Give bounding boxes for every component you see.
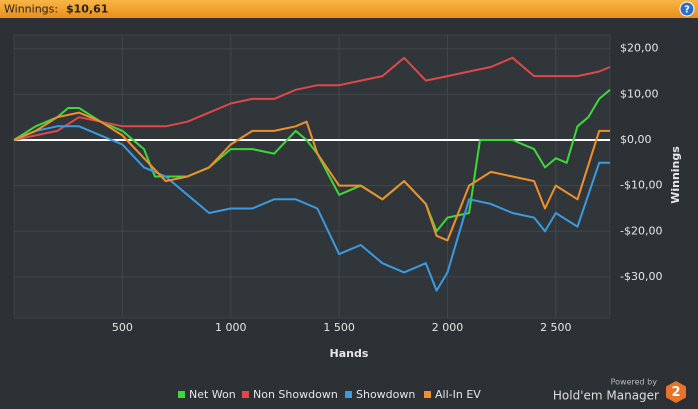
y-tick-label: -$30,00 <box>620 270 662 283</box>
x-tick-label: 1 000 <box>215 321 247 334</box>
series-line <box>13 111 610 242</box>
y-tick-label: -$10,00 <box>620 179 662 192</box>
legend-label: All-In EV <box>435 388 481 401</box>
title-value: $10,61 <box>66 3 108 16</box>
brand-badge-text: 2 <box>671 385 680 400</box>
help-button[interactable] <box>679 1 695 17</box>
series-line <box>13 56 611 141</box>
y-tick-label: $10,00 <box>620 87 659 100</box>
x-tick-label: 2 000 <box>432 321 464 334</box>
legend-swatch <box>424 391 431 398</box>
legend-swatch <box>242 391 249 398</box>
y-tick-label: -$20,00 <box>620 224 662 237</box>
x-axis-title: Hands <box>330 347 369 360</box>
x-tick-label: 500 <box>112 321 133 334</box>
powered-by: Powered by <box>611 378 658 387</box>
legend-label: Non Showdown <box>253 388 338 401</box>
title-label: Winnings: <box>4 3 58 16</box>
y-axis-title: Winnings <box>669 146 682 204</box>
series-line <box>13 89 611 233</box>
title-bar <box>0 0 698 18</box>
legend-swatch <box>345 391 352 398</box>
legend-label: Net Won <box>189 388 236 401</box>
brand-name: Hold'em Manager <box>553 389 659 403</box>
legend-label: Showdown <box>356 388 415 401</box>
series-line <box>13 125 610 292</box>
x-tick-label: 1 500 <box>323 321 355 334</box>
plot-area <box>13 34 611 319</box>
help-icon[interactable]: ? <box>684 5 690 16</box>
legend-swatch <box>178 391 185 398</box>
brand-badge <box>666 381 686 403</box>
y-tick-label: $20,00 <box>620 42 659 55</box>
x-tick-label: 2 500 <box>540 321 572 334</box>
y-tick-label: $0,00 <box>620 133 652 146</box>
